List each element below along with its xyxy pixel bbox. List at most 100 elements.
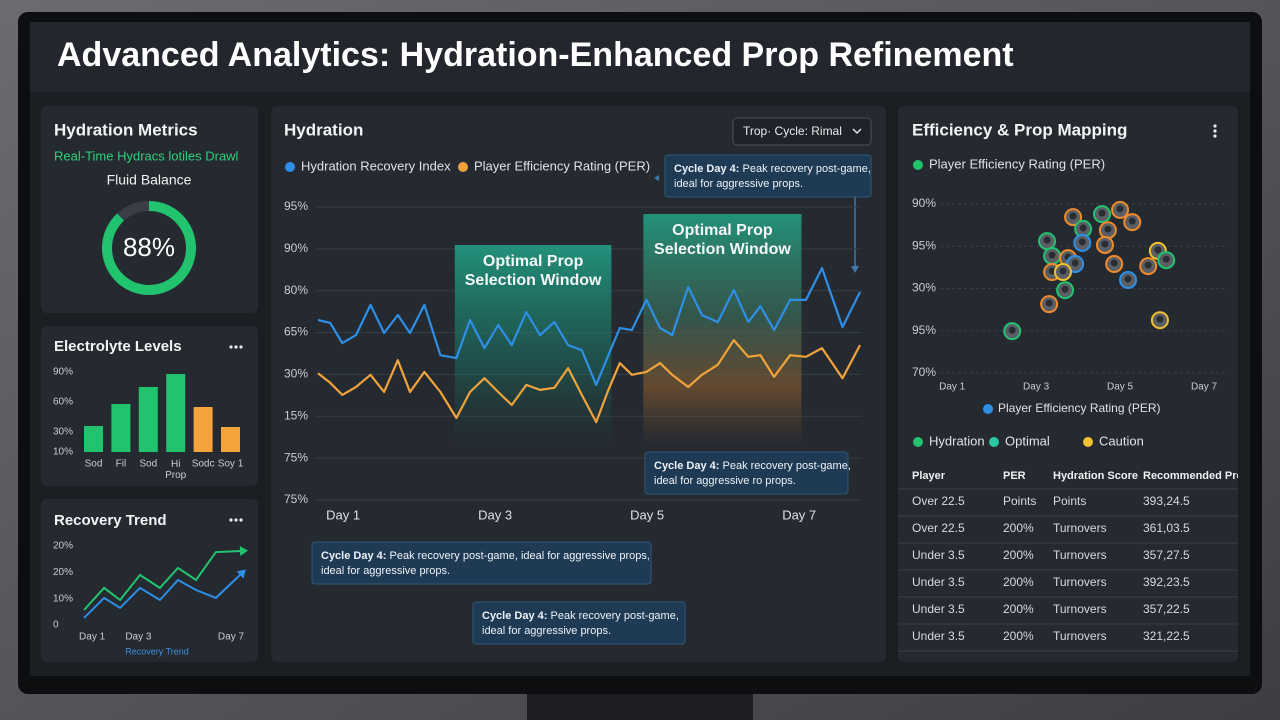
x-tick-label: Day 7 xyxy=(218,632,245,643)
dot[interactable] xyxy=(1213,134,1217,138)
y-tick-label: 70% xyxy=(912,365,936,379)
callout-text: Peak recovery post-game, ideal for aggre… xyxy=(390,550,650,562)
dot[interactable] xyxy=(229,518,233,522)
y-tick-label: 30% xyxy=(284,367,308,381)
callout-line: ideal for aggressive props. xyxy=(482,625,611,637)
y-tick-label: 90% xyxy=(284,241,308,255)
avatar-face xyxy=(1061,285,1069,293)
x-tick-label: Day 1 xyxy=(79,632,106,643)
window-label: Optimal Prop xyxy=(672,222,773,239)
avatar-face xyxy=(1098,209,1106,217)
avatar-face xyxy=(1043,236,1051,244)
dropdown[interactable]: Trop· Cycle: Rimal xyxy=(732,117,872,146)
avatar-face xyxy=(1069,212,1077,220)
x-tick-label: Day 5 xyxy=(1107,382,1134,393)
table-cell: 200% xyxy=(1003,602,1034,616)
callout-line: Cycle Day 4: Peak recovery post-game, id… xyxy=(321,550,650,562)
column-header: Recommended Prop xyxy=(1143,470,1250,482)
table-cell: 392,23.5 xyxy=(1143,575,1190,589)
table-cell: Turnovers xyxy=(1053,548,1107,562)
table-cell: 200% xyxy=(1003,521,1034,535)
y-tick-label: 0 xyxy=(53,620,59,631)
dot[interactable] xyxy=(234,345,238,349)
dot[interactable] xyxy=(239,345,243,349)
table-cell: Over 22.5 xyxy=(912,521,965,535)
legend-label: Caution xyxy=(1099,433,1144,448)
avatar-face xyxy=(1104,225,1112,233)
callout-text: Peak recovery post-game, xyxy=(723,460,851,472)
panel-title: Recovery Trend xyxy=(54,512,167,529)
x-tick-label: Day 7 xyxy=(782,507,816,522)
table-cell: 361,03.5 xyxy=(1143,521,1190,535)
window-label: Selection Window xyxy=(465,272,602,289)
dropdown-box[interactable] xyxy=(732,117,872,146)
dot[interactable] xyxy=(234,518,238,522)
legend-label: Hydration Recovery Index xyxy=(301,158,451,173)
callout-box xyxy=(311,541,652,585)
chevron[interactable] xyxy=(852,128,862,134)
avatar-face xyxy=(1124,275,1132,283)
header-bar xyxy=(30,22,1250,92)
trend-line xyxy=(83,550,241,611)
x-tick-label: Sod xyxy=(85,459,103,470)
x-tick-label: Sodc xyxy=(192,459,215,470)
y-tick-label: 95% xyxy=(284,199,308,213)
avatar-face xyxy=(1071,259,1079,267)
y-tick-label: 75% xyxy=(284,492,308,506)
y-tick-label: 30% xyxy=(912,281,936,295)
data-line xyxy=(317,339,861,424)
y-tick-label: 90% xyxy=(912,196,936,210)
menu-dots[interactable] xyxy=(229,518,243,522)
avatar-face xyxy=(1154,246,1162,254)
column-header: Hydration Score xyxy=(1053,470,1138,482)
arrow-head xyxy=(239,546,248,556)
table-cell: 393,24.5 xyxy=(1143,494,1190,508)
callout-box xyxy=(472,601,686,645)
y-tick-label: 30% xyxy=(53,427,73,438)
legend-dot xyxy=(458,162,468,172)
bar xyxy=(111,404,131,452)
arrow-head xyxy=(654,175,659,181)
table-cell: 321,22.5 xyxy=(1143,629,1190,643)
dot[interactable] xyxy=(229,345,233,349)
table-cell: Points xyxy=(1003,494,1036,508)
x-tick-label: Day 1 xyxy=(326,507,360,522)
bar xyxy=(166,374,186,452)
y-tick-label: 75% xyxy=(284,450,308,464)
table-cell: Turnovers xyxy=(1053,602,1107,616)
legend-label: Player Efficiency Rating (PER) xyxy=(929,156,1105,171)
table-cell: Turnovers xyxy=(1053,521,1107,535)
dot[interactable] xyxy=(1213,129,1217,133)
panel-title: Efficiency & Prop Mapping xyxy=(912,120,1127,139)
table-cell: Under 3.5 xyxy=(912,629,965,643)
dot[interactable] xyxy=(239,518,243,522)
gauge-value: 88% xyxy=(123,232,175,262)
panel-title: Electrolyte Levels xyxy=(54,338,182,355)
legend-label: Player Efficiency Rating (PER) xyxy=(474,158,650,173)
x-tick-label: Hi Prop xyxy=(165,459,187,481)
legend-dot xyxy=(1083,437,1093,447)
y-tick-label: 10% xyxy=(53,447,73,458)
table-cell: Turnovers xyxy=(1053,629,1107,643)
monitor-stand xyxy=(527,692,753,720)
callout-line: ideal for aggressive ro props. xyxy=(654,475,796,487)
avatar-face xyxy=(1059,267,1067,275)
y-tick-label: 20% xyxy=(53,541,73,552)
x-tick-label: Day 1 xyxy=(939,382,966,393)
dropdown-text[interactable]: Trop· Cycle: Rimal xyxy=(743,124,842,138)
avatar-face xyxy=(1048,251,1056,259)
table-cell: 200% xyxy=(1003,629,1034,643)
callout-line: ideal for aggressive props. xyxy=(674,178,803,190)
callout-line: Cycle Day 4: Peak recovery post-game, xyxy=(654,460,851,472)
kebab-menu[interactable] xyxy=(1213,124,1217,138)
y-tick-label: 15% xyxy=(284,408,308,422)
avatar-face xyxy=(1101,240,1109,248)
selection-window xyxy=(454,245,612,445)
y-tick-label: 20% xyxy=(53,567,73,578)
page-title: Advanced Analytics: Hydration-Enhanced P… xyxy=(57,36,1014,74)
dot[interactable] xyxy=(1213,124,1217,128)
panel-title: Hydration xyxy=(284,120,363,139)
gauge-label: Fluid Balance xyxy=(107,172,192,188)
menu-dots[interactable] xyxy=(229,345,243,349)
legend-label: Player Efficiency Rating (PER) xyxy=(998,401,1161,415)
